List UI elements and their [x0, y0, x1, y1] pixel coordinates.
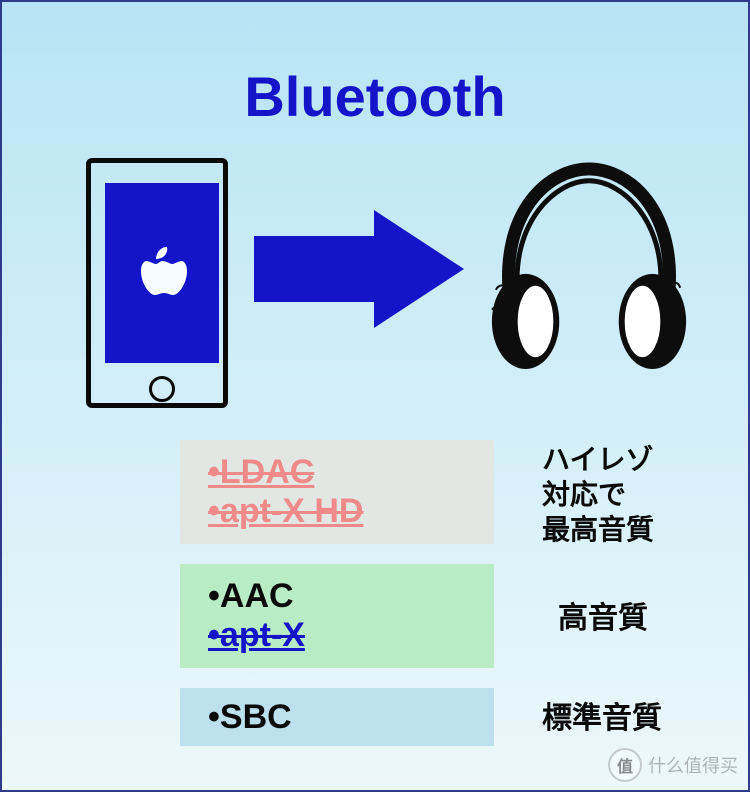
label-high: 高音質: [558, 600, 648, 638]
watermark: 值 什么值得买: [608, 748, 738, 782]
label-standard: 標準音質: [542, 700, 662, 738]
codec-sbc: •SBC: [208, 698, 494, 737]
canvas: Bluetooth •LDAC •apt-X HD: [0, 0, 750, 792]
arrow-icon: [254, 210, 464, 328]
codec-aptx-hd: •apt-X HD: [208, 492, 494, 531]
phone-screen: [105, 183, 219, 363]
watermark-text: 什么值得买: [648, 752, 738, 778]
tier-box-hires: •LDAC •apt-X HD: [180, 440, 494, 544]
apple-icon: [137, 243, 187, 303]
headphones-icon: [480, 150, 698, 380]
codec-ldac: •LDAC: [208, 453, 494, 492]
watermark-badge-icon: 值: [608, 748, 642, 782]
tier-box-high: •AAC •apt-X: [180, 564, 494, 668]
title: Bluetooth: [2, 64, 748, 129]
codec-aac: •AAC: [208, 577, 494, 616]
phone-outline: [86, 158, 228, 408]
codec-aptx: •apt-X: [208, 616, 494, 655]
home-button-icon: [149, 376, 175, 402]
label-hires: ハイレゾ 対応で 最高音質: [542, 442, 654, 547]
tier-box-standard: •SBC: [180, 688, 494, 746]
